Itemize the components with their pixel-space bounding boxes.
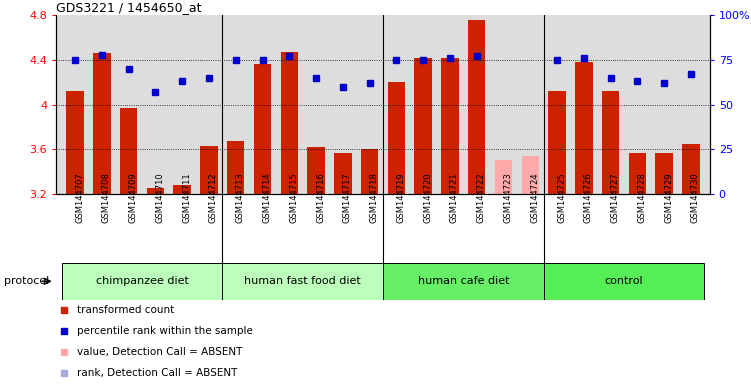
Text: control: control bbox=[605, 276, 644, 286]
Text: percentile rank within the sample: percentile rank within the sample bbox=[77, 326, 253, 336]
Text: human fast food diet: human fast food diet bbox=[244, 276, 361, 286]
Bar bbox=[415, 58, 432, 194]
Text: GSM144721: GSM144721 bbox=[450, 172, 459, 223]
Text: GSM144709: GSM144709 bbox=[128, 172, 137, 223]
Bar bbox=[146, 188, 164, 194]
Text: GSM144708: GSM144708 bbox=[102, 172, 111, 223]
Text: GSM144726: GSM144726 bbox=[584, 172, 593, 223]
Text: GDS3221 / 1454650_at: GDS3221 / 1454650_at bbox=[56, 1, 202, 14]
Bar bbox=[548, 91, 566, 194]
Bar bbox=[66, 91, 84, 194]
Bar bbox=[388, 82, 405, 194]
Text: GSM144728: GSM144728 bbox=[638, 172, 647, 223]
Text: GSM144710: GSM144710 bbox=[155, 172, 164, 223]
Text: GSM144719: GSM144719 bbox=[397, 172, 406, 223]
Text: GSM144715: GSM144715 bbox=[289, 172, 298, 223]
Text: GSM144720: GSM144720 bbox=[423, 172, 432, 223]
Bar bbox=[468, 20, 485, 194]
Text: GSM144723: GSM144723 bbox=[503, 172, 512, 223]
Text: GSM144722: GSM144722 bbox=[477, 172, 486, 223]
Text: human cafe diet: human cafe diet bbox=[418, 276, 509, 286]
Text: GSM144725: GSM144725 bbox=[557, 172, 566, 223]
Text: GSM144714: GSM144714 bbox=[263, 172, 272, 223]
Text: GSM144711: GSM144711 bbox=[182, 172, 192, 223]
Bar bbox=[201, 146, 218, 194]
Text: GSM144712: GSM144712 bbox=[209, 172, 218, 223]
Bar bbox=[173, 185, 191, 194]
Bar bbox=[281, 52, 298, 194]
Bar bbox=[307, 147, 324, 194]
Text: GSM144729: GSM144729 bbox=[664, 172, 673, 223]
Bar bbox=[334, 152, 351, 194]
Text: value, Detection Call = ABSENT: value, Detection Call = ABSENT bbox=[77, 347, 243, 357]
Bar bbox=[656, 152, 673, 194]
Bar bbox=[629, 152, 646, 194]
Bar bbox=[361, 149, 379, 194]
Text: rank, Detection Call = ABSENT: rank, Detection Call = ABSENT bbox=[77, 368, 237, 378]
Text: GSM144713: GSM144713 bbox=[236, 172, 245, 223]
Text: GSM144727: GSM144727 bbox=[611, 172, 620, 223]
Bar bbox=[222, 263, 383, 300]
Bar bbox=[495, 161, 512, 194]
Text: protocol: protocol bbox=[4, 276, 49, 286]
Bar bbox=[383, 263, 544, 300]
Text: GSM144718: GSM144718 bbox=[369, 172, 379, 223]
Bar bbox=[522, 156, 539, 194]
Text: GSM144717: GSM144717 bbox=[343, 172, 352, 223]
Bar bbox=[575, 62, 593, 194]
Bar bbox=[93, 53, 110, 194]
Text: transformed count: transformed count bbox=[77, 305, 174, 314]
Text: GSM144716: GSM144716 bbox=[316, 172, 325, 223]
Bar bbox=[682, 144, 700, 194]
Bar bbox=[544, 263, 704, 300]
Bar bbox=[120, 108, 137, 194]
Bar bbox=[254, 65, 271, 194]
Text: GSM144707: GSM144707 bbox=[75, 172, 84, 223]
Text: chimpanzee diet: chimpanzee diet bbox=[95, 276, 189, 286]
Bar bbox=[602, 91, 620, 194]
Bar bbox=[442, 58, 459, 194]
Bar bbox=[62, 263, 222, 300]
Bar bbox=[227, 141, 244, 194]
Text: GSM144724: GSM144724 bbox=[530, 172, 539, 223]
Text: GSM144730: GSM144730 bbox=[691, 172, 700, 223]
